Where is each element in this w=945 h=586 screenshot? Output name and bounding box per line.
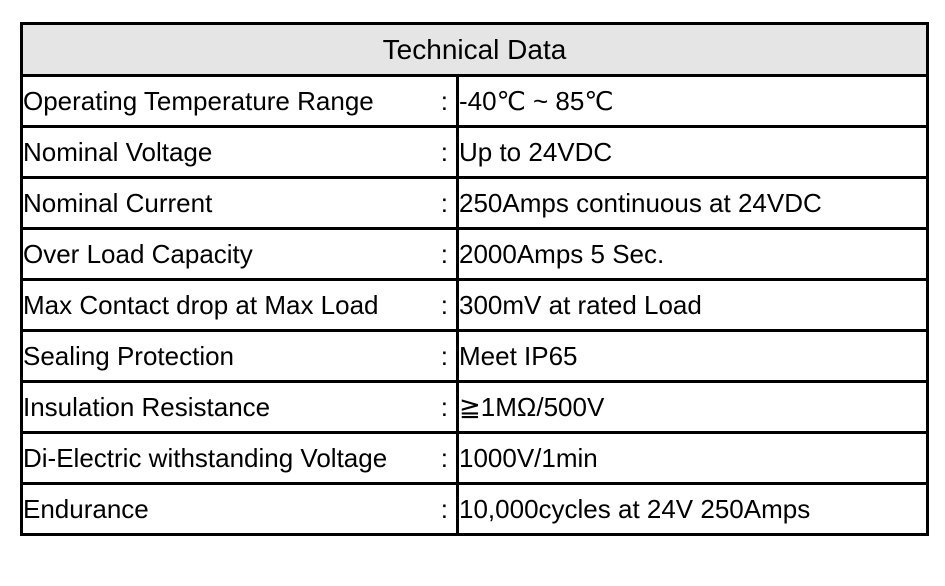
- table-row: Insulation Resistance: ≧1MΩ/500V: [20, 380, 929, 434]
- spec-value: 300mV at rated Load: [456, 278, 929, 332]
- spec-label-cell: Sealing Protection:: [20, 329, 459, 383]
- spec-label: Endurance: [23, 494, 149, 524]
- spec-separator: :: [440, 392, 448, 422]
- spec-label-cell: Nominal Current:: [20, 176, 459, 230]
- spec-label: Operating Temperature Range: [23, 86, 374, 116]
- spec-label: Nominal Current: [23, 188, 213, 218]
- spec-separator: :: [440, 443, 448, 473]
- spec-label-cell: Nominal Voltage:: [20, 125, 459, 179]
- table-row: Sealing Protection: Meet IP65: [20, 329, 929, 383]
- table-header-row: Technical Data: [20, 22, 929, 77]
- technical-data-table: Technical Data Operating Temperature Ran…: [20, 22, 929, 536]
- spec-value: 1000V/1min: [456, 431, 929, 485]
- spec-value: 10,000cycles at 24V 250Amps: [456, 482, 929, 536]
- spec-label: Nominal Voltage: [23, 137, 213, 167]
- spec-value: -40℃ ~ 85℃: [456, 74, 929, 128]
- table-title: Technical Data: [20, 22, 929, 77]
- spec-label-cell: Over Load Capacity:: [20, 227, 459, 281]
- spec-value: 250Amps continuous at 24VDC: [456, 176, 929, 230]
- spec-label: Di-Electric withstanding Voltage: [23, 443, 388, 473]
- table-row: Over Load Capacity: 2000Amps 5 Sec.: [20, 227, 929, 281]
- spec-separator: :: [440, 86, 448, 116]
- spec-label-cell: Endurance:: [20, 482, 459, 536]
- table-row: Operating Temperature Range: -40℃ ~ 85℃: [20, 74, 929, 128]
- table-row: Di-Electric withstanding Voltage: 1000V/…: [20, 431, 929, 485]
- table-row: Nominal Voltage: Up to 24VDC: [20, 125, 929, 179]
- table-row: Max Contact drop at Max Load: 300mV at r…: [20, 278, 929, 332]
- spec-separator: :: [440, 341, 448, 371]
- table-row: Endurance: 10,000cycles at 24V 250Amps: [20, 482, 929, 536]
- spec-separator: :: [440, 290, 448, 320]
- spec-label: Insulation Resistance: [23, 392, 271, 422]
- spec-value: ≧1MΩ/500V: [456, 380, 929, 434]
- spec-separator: :: [440, 137, 448, 167]
- spec-label-cell: Operating Temperature Range:: [20, 74, 459, 128]
- table-row: Nominal Current: 250Amps continuous at 2…: [20, 176, 929, 230]
- spec-label: Sealing Protection: [23, 341, 235, 371]
- spec-label: Over Load Capacity: [23, 239, 253, 269]
- spec-label-cell: Di-Electric withstanding Voltage:: [20, 431, 459, 485]
- spec-label: Max Contact drop at Max Load: [23, 290, 379, 320]
- spec-label-cell: Max Contact drop at Max Load:: [20, 278, 459, 332]
- spec-label-cell: Insulation Resistance:: [20, 380, 459, 434]
- spec-value: Up to 24VDC: [456, 125, 929, 179]
- spec-value: 2000Amps 5 Sec.: [456, 227, 929, 281]
- spec-value: Meet IP65: [456, 329, 929, 383]
- spec-separator: :: [440, 239, 448, 269]
- spec-separator: :: [440, 494, 448, 524]
- spec-separator: :: [440, 188, 448, 218]
